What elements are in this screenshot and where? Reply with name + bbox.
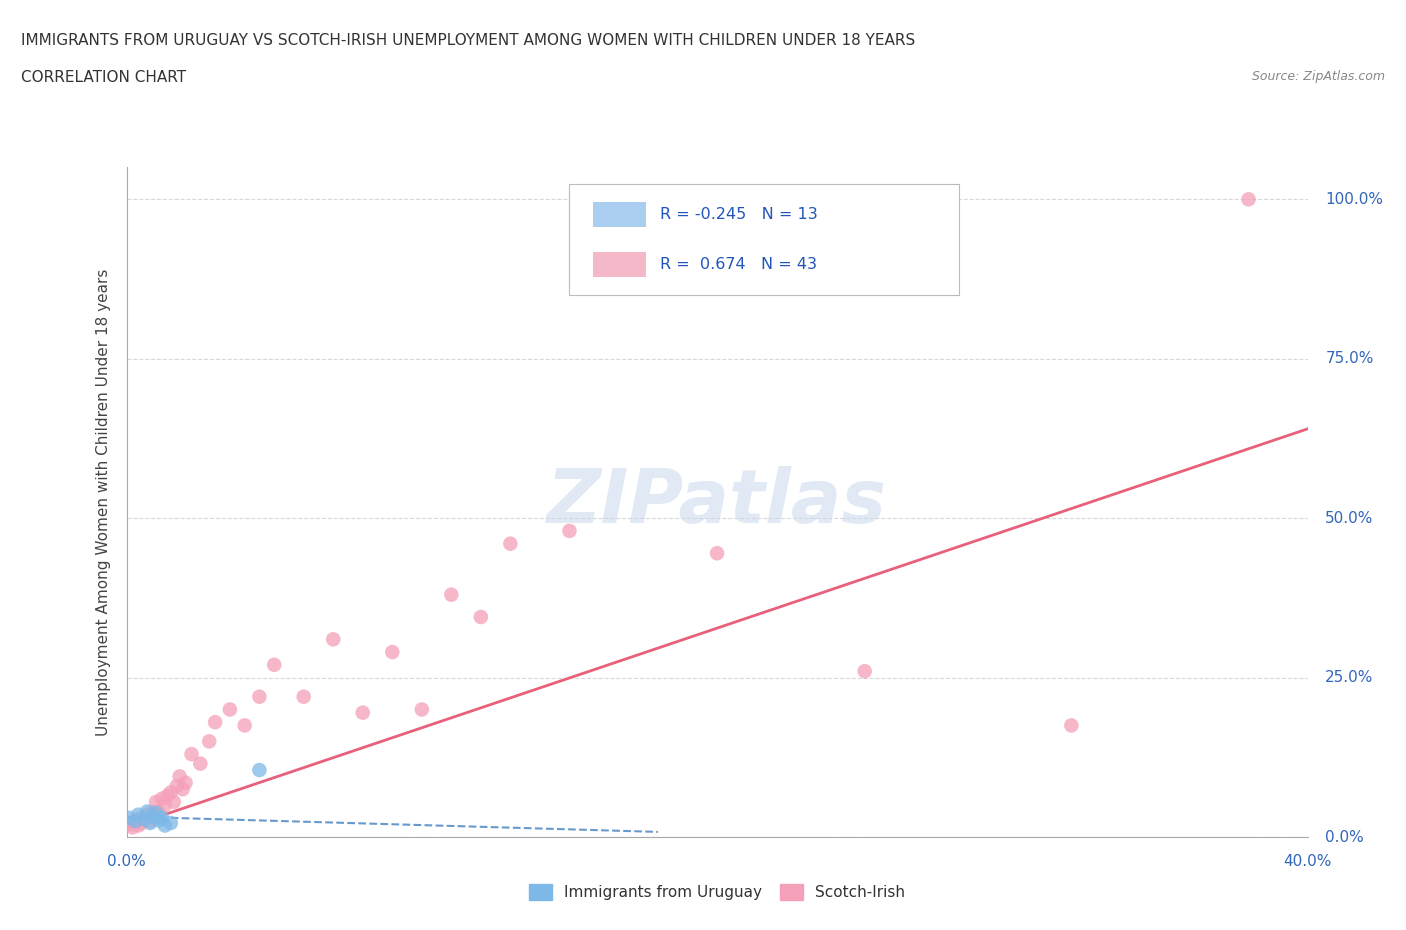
Point [169, 769, 191, 784]
Point [163, 794, 186, 809]
Point [1060, 718, 1083, 733]
Point [440, 587, 463, 602]
Point [150, 791, 173, 806]
Text: R = -0.245   N = 13: R = -0.245 N = 13 [661, 206, 818, 221]
Text: 0.0%: 0.0% [107, 854, 146, 869]
Point [558, 524, 581, 538]
Text: IMMIGRANTS FROM URUGUAY VS SCOTCH-IRISH UNEMPLOYMENT AMONG WOMEN WITH CHILDREN U: IMMIGRANTS FROM URUGUAY VS SCOTCH-IRISH … [21, 33, 915, 47]
Point [118, 817, 141, 831]
Point [121, 820, 143, 835]
Point [136, 804, 159, 819]
Point [247, 763, 270, 777]
Point [148, 805, 170, 820]
Point [153, 818, 176, 833]
Point [263, 658, 285, 672]
Point [706, 546, 728, 561]
Point [159, 785, 183, 800]
Point [145, 809, 167, 824]
Text: 25.0%: 25.0% [1326, 671, 1374, 685]
Point [153, 798, 176, 813]
Point [127, 807, 149, 822]
Point [156, 788, 179, 803]
Point [136, 807, 159, 822]
Text: 50.0%: 50.0% [1326, 511, 1374, 525]
Point [166, 778, 188, 793]
FancyBboxPatch shape [569, 184, 959, 295]
Point [853, 664, 876, 679]
Text: 100.0%: 100.0% [1326, 192, 1384, 206]
Point [174, 776, 197, 790]
Point [134, 812, 156, 827]
Point [180, 747, 202, 762]
Point [150, 810, 173, 825]
Point [142, 809, 165, 824]
Point [124, 814, 146, 829]
Point [499, 537, 522, 551]
Point [233, 718, 256, 733]
Text: 40.0%: 40.0% [1284, 854, 1331, 869]
Text: R =  0.674   N = 43: R = 0.674 N = 43 [661, 257, 817, 272]
Point [142, 804, 165, 819]
Point [247, 689, 270, 704]
Point [352, 705, 374, 720]
Point [148, 813, 170, 828]
Point [145, 805, 167, 820]
Legend: Immigrants from Uruguay, Scotch-Irish: Immigrants from Uruguay, Scotch-Irish [523, 878, 911, 907]
Text: 0.0%: 0.0% [1326, 830, 1364, 844]
Point [139, 814, 162, 829]
FancyBboxPatch shape [593, 202, 647, 227]
Point [159, 816, 183, 830]
Point [411, 702, 433, 717]
Point [127, 818, 149, 833]
Y-axis label: Unemployment Among Women with Children Under 18 years: Unemployment Among Women with Children U… [96, 269, 111, 736]
Point [381, 644, 404, 659]
Point [145, 794, 167, 809]
Text: Source: ZipAtlas.com: Source: ZipAtlas.com [1251, 70, 1385, 83]
Point [198, 734, 221, 749]
Point [139, 816, 162, 830]
Point [129, 816, 153, 830]
Text: 75.0%: 75.0% [1326, 352, 1374, 366]
Point [188, 756, 211, 771]
FancyBboxPatch shape [593, 252, 647, 277]
Text: CORRELATION CHART: CORRELATION CHART [21, 70, 186, 85]
Point [204, 715, 226, 730]
Point [322, 631, 344, 646]
Point [124, 814, 146, 829]
Point [129, 810, 153, 825]
Text: ZIPatlas: ZIPatlas [547, 466, 887, 538]
Point [118, 810, 141, 825]
Point [219, 702, 242, 717]
Point [470, 609, 492, 624]
Point [172, 782, 194, 797]
Point [134, 812, 156, 827]
Point [292, 689, 315, 704]
Point [1237, 192, 1260, 206]
